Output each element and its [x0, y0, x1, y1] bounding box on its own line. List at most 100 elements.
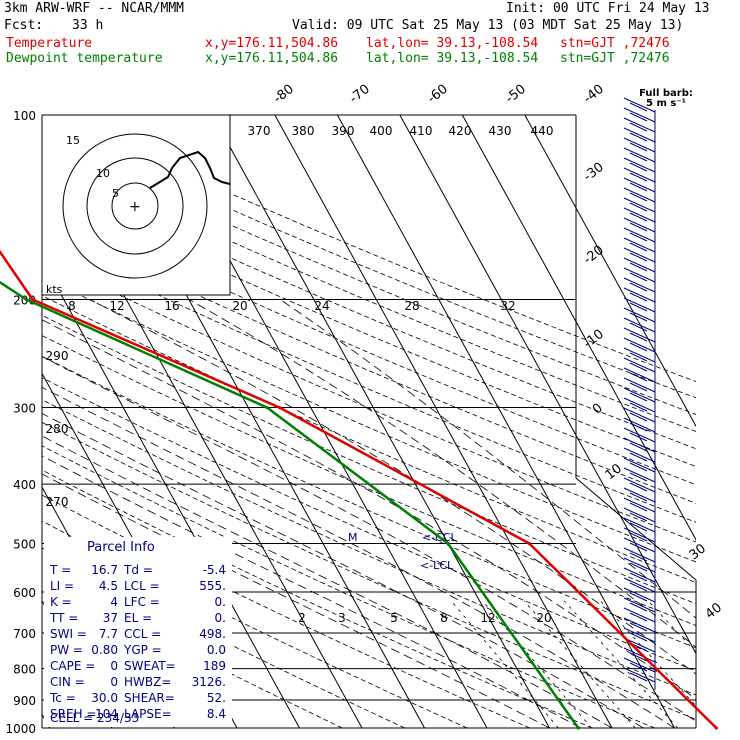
isotherm-label: -60: [425, 82, 451, 107]
dry-adiabat-line: [42, 355, 696, 649]
wind-barb: [629, 452, 648, 462]
wind-barb: [623, 277, 656, 293]
wind-barb: [623, 617, 656, 633]
parcel-info-label: LCL =: [124, 579, 160, 593]
parcel-info-value: 52.: [207, 691, 226, 705]
wind-barb: [629, 262, 648, 272]
wind-barb: [623, 357, 656, 373]
parcel-info-value: 4: [110, 595, 118, 609]
speed-axis-label: 16: [164, 299, 179, 313]
parcel-info-label: Td =: [123, 563, 153, 577]
wind-barb: [623, 587, 656, 603]
hodograph-unit-label: kts: [46, 283, 63, 296]
wind-barb: [623, 287, 656, 303]
right-axis-line: [575, 477, 697, 728]
parcel-info-label: CIN =: [50, 675, 85, 689]
dry-adiabat-line: [42, 469, 593, 728]
wind-barb: [629, 472, 648, 482]
wind-barb: [623, 377, 656, 393]
parcel-info-value: 498.: [199, 627, 226, 641]
wind-barb: [623, 447, 656, 463]
wind-barb: [629, 582, 648, 592]
dry-adiabat-line: [42, 421, 696, 720]
wind-barb: [629, 442, 648, 452]
wind-barb: [623, 227, 656, 243]
wind-barb: [623, 107, 656, 123]
wind-barb: [623, 127, 656, 143]
parcel-info-value: 555.: [199, 579, 226, 593]
isotherm-line: [524, 115, 696, 428]
wind-barb: [629, 532, 648, 542]
theta-label: 410: [410, 124, 433, 138]
wind-barb: [623, 577, 656, 593]
mixing-ratio-label: 20: [536, 611, 551, 625]
dry-adiabat-line: [42, 187, 696, 467]
isotherm-line: [274, 115, 613, 728]
temperature-latlon: lat,lon= 39.13,-108.54: [366, 36, 539, 51]
parcel-info-label: LFC =: [124, 595, 160, 609]
wind-barb: [629, 292, 648, 302]
wind-barb: [623, 627, 656, 643]
isotherm-line: [42, 258, 300, 728]
theta-label: 390: [332, 124, 355, 138]
wind-barb: [623, 147, 656, 163]
dewpoint-point: [24, 297, 28, 302]
parcel-info-label: HWBZ=: [124, 675, 171, 689]
wind-barb: [629, 492, 648, 502]
wind-barb: [629, 102, 648, 112]
wind-barb: [629, 372, 648, 382]
parcel-info-title: Parcel Info: [87, 540, 155, 555]
parcel-info-cell: CELL = 234/33: [50, 711, 139, 725]
dry-adiabat-line: [42, 314, 696, 605]
wind-barb: [629, 182, 648, 192]
parcel-info-value: 104: [95, 707, 118, 721]
dry-adiabat-line: [42, 276, 696, 563]
dewpoint-point: [446, 541, 450, 546]
valid-time: Valid: 09 UTC Sat 25 May 13 (03 MDT Sat …: [292, 18, 684, 33]
dewpoint-point: [265, 405, 269, 410]
wind-barb: [629, 322, 648, 332]
theta-label: 380: [292, 124, 315, 138]
temperature-point: [527, 541, 531, 546]
parcel-info-label: LAPSE=: [124, 707, 172, 721]
wind-barb: [623, 267, 656, 283]
parcel-info-value: 0.: [215, 611, 226, 625]
isotherm-label: -20: [581, 243, 607, 268]
wind-barb: [629, 192, 648, 202]
wind-barb: [629, 212, 648, 222]
wind-barb: [629, 272, 648, 282]
m-marker-label: M: [348, 531, 358, 544]
parcel-info-value: -5.4: [203, 563, 226, 577]
moist-adiabat-line: [42, 435, 613, 728]
theta-label: 430: [489, 124, 512, 138]
temperature-point: [30, 297, 35, 302]
wind-barb: [623, 337, 656, 353]
wind-barb: [629, 402, 648, 412]
wind-barb: [629, 412, 648, 422]
wind-barb: [623, 387, 656, 403]
parcel-info-value: 7.7: [99, 627, 118, 641]
init-time: Init: 00 UTC Fri 24 May 13: [506, 1, 710, 16]
pressure-tick-label: 900: [13, 694, 36, 708]
theta-label: 270: [46, 495, 69, 509]
mixing-ratio-label: 2: [298, 611, 306, 625]
wind-barb: [629, 462, 648, 472]
theta-label: 290: [46, 349, 69, 363]
wind-barb: [623, 157, 656, 173]
parcel-info-label: SHEAR=: [124, 691, 175, 705]
wind-barb: [623, 167, 656, 183]
forecast-label: Fcst:: [4, 18, 44, 33]
wind-barb: [623, 517, 656, 533]
wind-barb: [623, 457, 656, 473]
wind-barb: [623, 117, 656, 133]
parcel-info-label: SWEAT=: [124, 659, 176, 673]
wind-barb: [623, 407, 656, 423]
mixing-ratio-label: 3: [338, 611, 346, 625]
wind-barb: [623, 217, 656, 233]
hodograph-ring: [111, 182, 159, 230]
wind-barb: [623, 97, 656, 113]
pressure-tick-label: 300: [13, 401, 36, 415]
isotherm-label: 30: [687, 541, 709, 563]
pressure-tick-label: 500: [13, 537, 36, 551]
